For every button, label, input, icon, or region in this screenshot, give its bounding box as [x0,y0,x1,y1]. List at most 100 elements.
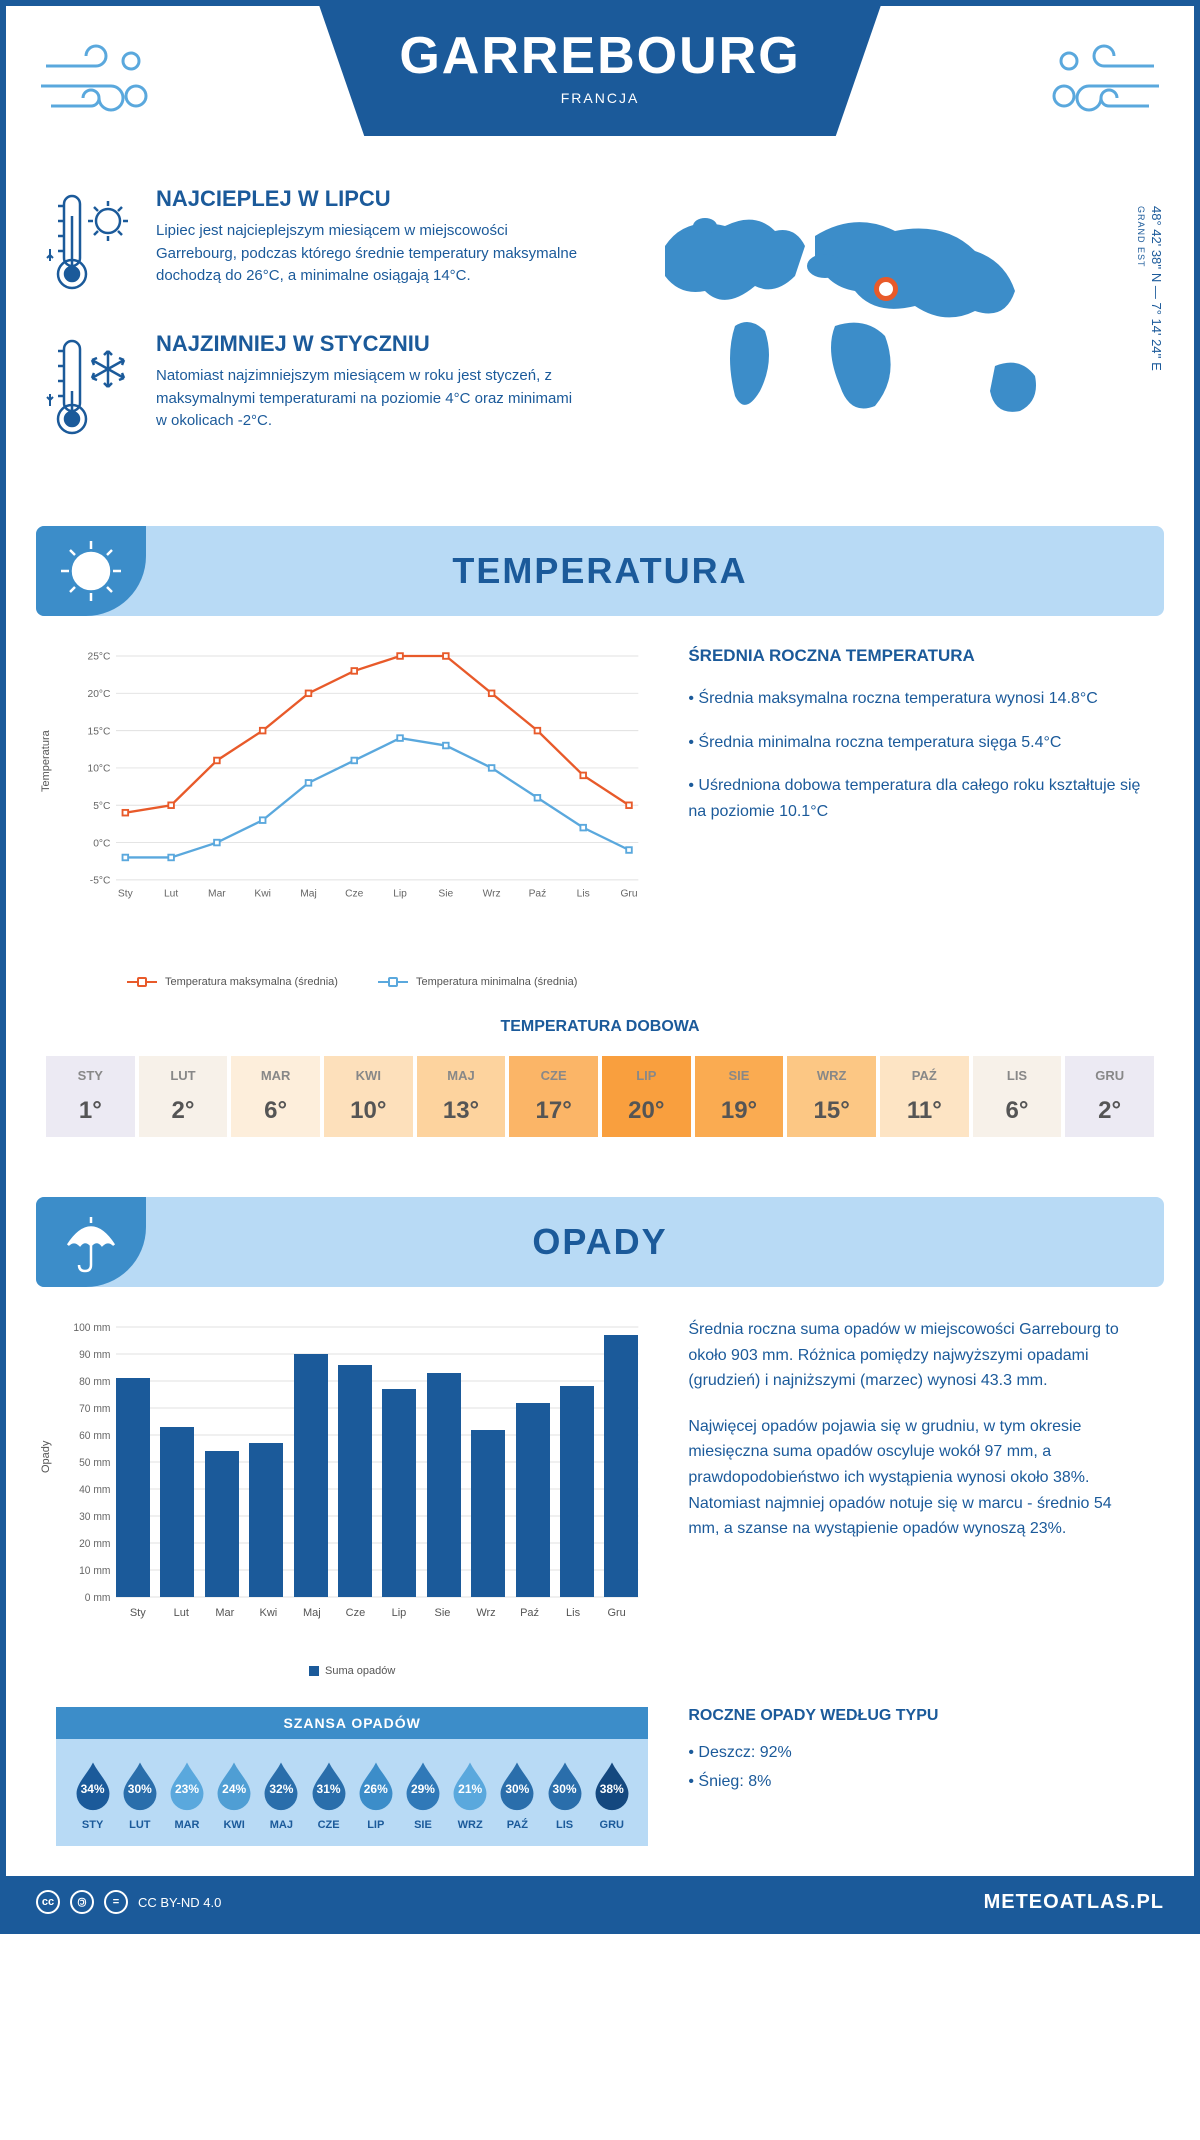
precipitation-title: OPADY [146,1221,1164,1263]
precip-bar [604,1335,638,1597]
svg-text:-5°C: -5°C [90,876,111,887]
svg-text:20 mm: 20 mm [79,1539,110,1550]
chart-legend: .legend-line::before{border-color:inheri… [56,976,648,988]
svg-text:0°C: 0°C [93,838,111,849]
precip-text-2: Najwięcej opadów pojawia się w grudniu, … [688,1414,1144,1542]
warm-text: Lipiec jest najcieplejszym miesiącem w m… [156,220,585,288]
daily-temperature: TEMPERATURA DOBOWA STY1°LUT2°MAR6°KWI10°… [6,1018,1194,1177]
svg-text:60 mm: 60 mm [79,1431,110,1442]
chance-cell: 32%MAJ [260,1759,303,1831]
wind-icon-left [36,36,156,131]
temp-bullet: • Średnia minimalna roczna temperatura s… [688,730,1144,756]
daily-temp-cell: MAJ13° [417,1056,506,1137]
header: GARREBOURG FRANCJA [6,6,1194,186]
city-title: GARREBOURG [399,26,800,86]
precip-bar [205,1451,239,1597]
bar-xlabel: Wrz [464,1607,508,1619]
daily-temp-cell: CZE17° [509,1056,598,1137]
precip-type-bullet: • Śnieg: 8% [688,1768,1144,1797]
svg-text:15°C: 15°C [87,726,110,737]
bar-xlabel: Sie [421,1607,465,1619]
raindrop-icon: 30% [544,1759,586,1811]
svg-text:0 mm: 0 mm [85,1593,111,1604]
cold-text: Natomiast najzimniejszym miesiącem w rok… [156,365,585,433]
svg-text:Maj: Maj [300,889,317,900]
svg-text:20°C: 20°C [87,689,110,700]
bar-xlabel: Kwi [247,1607,291,1619]
temp-bullet: • Uśredniona dobowa temperatura dla całe… [688,773,1144,824]
svg-text:Lut: Lut [164,889,178,900]
bar-xlabel: Lut [160,1607,204,1619]
svg-text:10 mm: 10 mm [79,1566,110,1577]
svg-text:Kwi: Kwi [254,889,271,900]
precip-bar [338,1365,372,1597]
intro-facts: NAJCIEPLEJ W LIPCU Lipiec jest najcieple… [46,186,585,476]
daily-temp-cell: WRZ15° [787,1056,876,1137]
bar-xlabel: Mar [203,1607,247,1619]
warm-title: NAJCIEPLEJ W LIPCU [156,186,585,212]
temp-bullet: • Średnia maksymalna roczna temperatura … [688,686,1144,712]
precip-bar [116,1378,150,1597]
bar-legend-label: Suma opadów [325,1665,395,1677]
daily-temp-cell: SIE19° [695,1056,784,1137]
map-panel: 48° 42' 38'' N — 7° 14' 24'' E GRAND EST [615,186,1154,476]
umbrella-icon [36,1197,146,1287]
sun-icon [36,526,146,616]
chance-cell: 26%LIP [354,1759,397,1831]
raindrop-icon: 32% [260,1759,302,1811]
temperature-title: TEMPERATURA [146,550,1164,592]
chart-ylabel: Temperatura [40,730,52,792]
legend-item: .legend-line::before{border-color:inheri… [127,976,338,988]
rain-chance-block: SZANSA OPADÓW 34%STY30%LUT23%MAR24%KWI32… [56,1707,648,1846]
nd-icon: = [104,1890,128,1914]
precip-bar [160,1427,194,1597]
svg-text:Cze: Cze [345,889,364,900]
precipitation-header: OPADY [36,1197,1164,1287]
chance-cell: 24%KWI [213,1759,256,1831]
license-text: CC BY-ND 4.0 [138,1895,221,1910]
bar-xlabel: Lip [377,1607,421,1619]
chance-cell: 30%PAŹ [496,1759,539,1831]
infographic-page: GARREBOURG FRANCJA NAJCIEPLEJ W LIPCU Li… [0,0,1200,1934]
chance-cell: 21%WRZ [449,1759,492,1831]
precip-ylabel: Opady [40,1441,52,1473]
temperature-line-chart: Temperatura -5°C0°C5°C10°C15°C20°C25°CSt… [56,646,648,988]
thermometer-snow-icon [46,331,136,446]
daily-temp-cell: LUT2° [139,1056,228,1137]
temperature-facts: ŚREDNIA ROCZNA TEMPERATURA • Średnia mak… [688,646,1144,988]
precip-bar [471,1430,505,1597]
chance-cell: 30%LIS [543,1759,586,1831]
raindrop-icon: 38% [591,1759,633,1811]
precipitation-area: Opady 0 mm10 mm20 mm30 mm40 mm50 mm60 mm… [6,1317,1194,1707]
precip-bar [294,1354,328,1597]
thermometer-sun-icon [46,186,136,301]
raindrop-icon: 30% [119,1759,161,1811]
by-icon: 🄯 [70,1890,94,1914]
chance-cell: 23%MAR [165,1759,208,1831]
precip-bar [516,1403,550,1597]
bar-xlabel: Sty [116,1607,160,1619]
bar-xlabel: Gru [595,1607,639,1619]
bar-xlabel: Paź [508,1607,552,1619]
cold-fact: NAJZIMNIEJ W STYCZNIU Natomiast najzimni… [46,331,585,446]
avg-temp-title: ŚREDNIA ROCZNA TEMPERATURA [688,646,1144,666]
svg-text:40 mm: 40 mm [79,1485,110,1496]
title-banner: GARREBOURG FRANCJA [319,6,880,136]
raindrop-icon: 21% [449,1759,491,1811]
precipitation-type: ROCZNE OPADY WEDŁUG TYPU • Deszcz: 92%• … [688,1707,1144,1797]
precip-type-bullet: • Deszcz: 92% [688,1739,1144,1768]
svg-text:Sie: Sie [438,889,453,900]
raindrop-icon: 23% [166,1759,208,1811]
daily-temp-cell: LIS6° [973,1056,1062,1137]
svg-text:Lip: Lip [393,889,407,900]
raindrop-icon: 24% [213,1759,255,1811]
svg-text:90 mm: 90 mm [79,1350,110,1361]
svg-text:70 mm: 70 mm [79,1404,110,1415]
legend-square-icon [309,1666,319,1676]
precip-bar [249,1443,283,1597]
warm-fact: NAJCIEPLEJ W LIPCU Lipiec jest najcieple… [46,186,585,301]
svg-text:5°C: 5°C [93,801,111,812]
chance-cell: 38%GRU [590,1759,633,1831]
precip-bar [382,1389,416,1597]
raindrop-icon: 30% [496,1759,538,1811]
